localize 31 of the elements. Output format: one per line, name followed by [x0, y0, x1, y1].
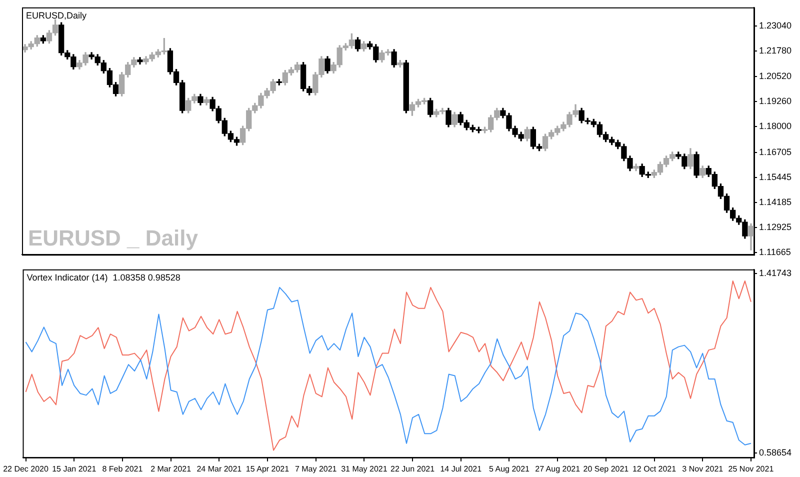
x-tick-label: 5 Aug 2021 [489, 464, 530, 474]
y-tick-label: 1.15445 [759, 172, 792, 182]
x-tick-label: 12 Oct 2021 [632, 464, 677, 474]
y-tick-label: 1.19260 [759, 96, 792, 106]
x-tick-label: 2 Mar 2021 [150, 464, 192, 474]
x-tick-label: 15 Apr 2021 [246, 464, 290, 474]
y-tick-label: 1.14185 [759, 196, 792, 207]
chart-title: Vortex Indicator (14) 1.08358 0.98528 [26, 272, 180, 282]
annotation: EURUSD _ Daily [28, 226, 199, 251]
x-tick-label: 20 Sep 2021 [583, 464, 630, 474]
x-tick-label: 7 May 2021 [294, 464, 338, 474]
y-tick-label: 1.11665 [759, 247, 791, 258]
x-tick-label: 22 Jun 2021 [390, 464, 436, 474]
y-tick-label: 0.58654 [759, 448, 792, 458]
x-tick-label: 8 Feb 2021 [102, 464, 144, 474]
y-tick-label: 1.20520 [759, 70, 792, 81]
chart-title: EURUSD,Daily [26, 10, 88, 20]
y-tick-label: 1.12925 [759, 222, 792, 232]
x-tick-label: 22 Dec 2020 [3, 464, 50, 474]
x-tick-label: 27 Aug 2021 [535, 464, 581, 474]
x-tick-label: 25 Nov 2021 [728, 464, 774, 474]
x-tick-label: 14 Jul 2021 [440, 464, 482, 474]
x-tick-label: 31 May 2021 [341, 464, 388, 474]
y-tick-label: 1.23040 [759, 20, 792, 31]
y-tick-label: 1.18000 [759, 121, 792, 132]
y-tick-label: 1.21780 [759, 46, 792, 56]
x-tick-label: 15 Jan 2021 [52, 464, 97, 474]
x-tick-label: 3 Nov 2021 [682, 464, 724, 474]
y-tick-label: 1.16705 [759, 146, 792, 157]
y-tick-label: 1.41743 [759, 268, 792, 278]
x-tick-label: 24 Mar 2021 [196, 464, 242, 474]
